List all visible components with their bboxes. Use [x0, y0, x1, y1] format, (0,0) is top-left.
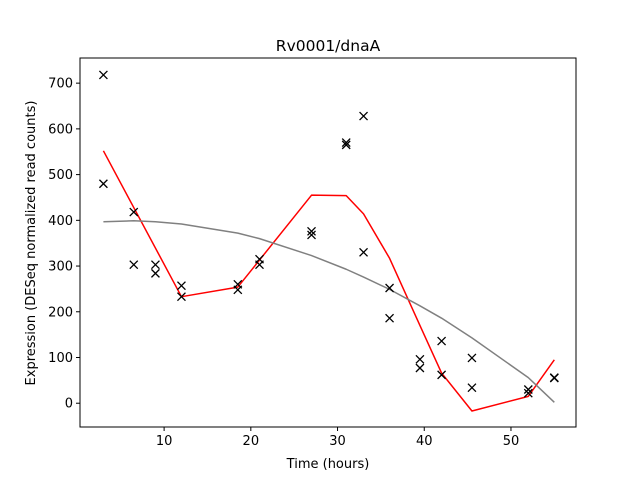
data-point	[415, 354, 425, 364]
series-line-2	[103, 220, 555, 403]
x-tick-label: 50	[503, 434, 520, 449]
data-point	[129, 207, 139, 217]
x-tick-label: 40	[416, 434, 433, 449]
data-point	[415, 363, 425, 373]
data-point	[255, 260, 264, 270]
data-point	[98, 70, 108, 80]
data-point	[176, 292, 186, 302]
data-point	[233, 285, 243, 295]
y-tick-label: 0	[65, 397, 73, 412]
y-tick-label: 100	[48, 351, 73, 366]
data-point	[385, 313, 395, 323]
series-line-1	[102, 150, 555, 412]
data-point	[523, 388, 533, 398]
data-point	[307, 226, 316, 236]
y-tick-label: 200	[48, 305, 73, 320]
chart-title: Rv0001/dnaA	[276, 37, 381, 55]
x-axis-title: Time (hours)	[286, 457, 370, 472]
data-point	[341, 140, 351, 150]
data-point	[437, 336, 447, 346]
x-tick-label: 30	[329, 434, 346, 449]
data-point	[307, 230, 316, 240]
y-tick-label: 600	[48, 122, 73, 137]
data-point	[129, 260, 139, 270]
data-point	[359, 247, 369, 257]
data-point	[341, 138, 351, 148]
plot-frame	[79, 57, 577, 428]
y-tick-label: 400	[48, 214, 73, 229]
x-tick-label: 20	[243, 434, 260, 449]
data-point	[467, 383, 477, 393]
data-point	[176, 281, 186, 291]
y-axis-title: Expression (DESeq normalized read counts…	[24, 101, 39, 386]
data-point	[385, 283, 395, 293]
data-point	[549, 373, 559, 383]
data-point	[150, 260, 160, 270]
x-tick-label: 10	[156, 434, 173, 449]
data-point	[437, 370, 447, 380]
data-point	[523, 385, 533, 394]
y-tick-label: 500	[48, 168, 73, 183]
data-point	[467, 353, 477, 363]
data-point	[359, 111, 369, 121]
y-tick-label: 300	[48, 260, 73, 275]
data-point	[98, 179, 108, 189]
y-tick-label: 700	[48, 77, 73, 92]
data-point	[150, 268, 160, 278]
